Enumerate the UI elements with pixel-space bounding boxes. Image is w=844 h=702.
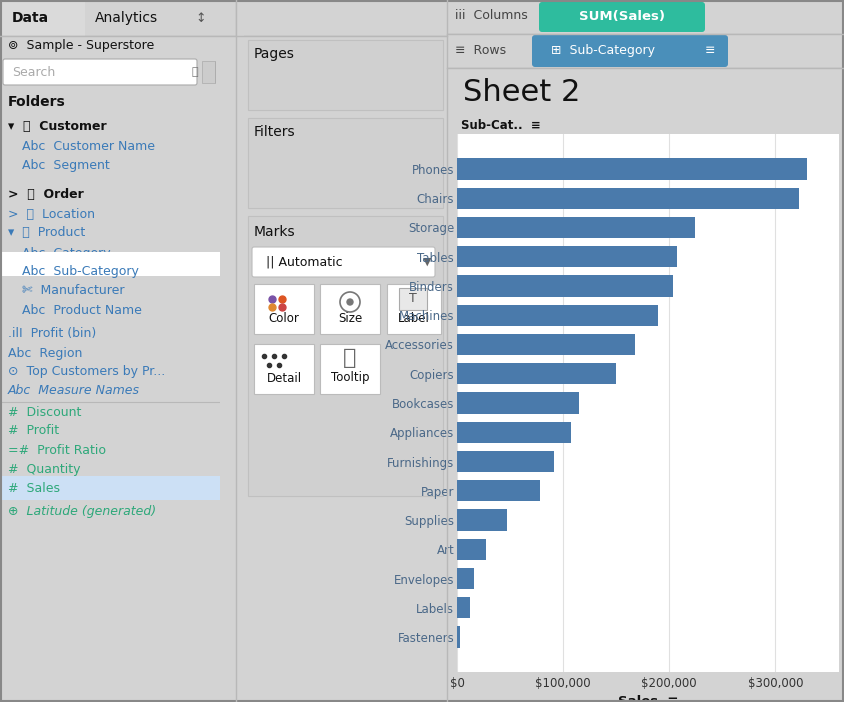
Text: Abc  Segment: Abc Segment xyxy=(22,159,110,173)
Text: ▼: ▼ xyxy=(423,257,431,267)
Text: ✄  Manufacturer: ✄ Manufacturer xyxy=(22,284,125,298)
FancyBboxPatch shape xyxy=(532,35,728,67)
Bar xyxy=(202,61,215,83)
Bar xyxy=(457,451,555,472)
Bar xyxy=(457,275,673,296)
Text: 🔍: 🔍 xyxy=(192,67,198,77)
Text: iii  Columns: iii Columns xyxy=(455,9,528,22)
Text: ≡: ≡ xyxy=(705,44,715,57)
Bar xyxy=(387,284,441,334)
Text: Abc  Category: Abc Category xyxy=(22,246,111,260)
Bar xyxy=(457,510,506,531)
Text: || Automatic: || Automatic xyxy=(266,256,343,268)
Text: Folders: Folders xyxy=(8,95,66,109)
Text: Pages: Pages xyxy=(254,47,295,61)
Bar xyxy=(0,476,220,500)
Text: Size: Size xyxy=(338,312,362,324)
Bar xyxy=(248,118,443,208)
Text: ⊞  Sub-Category: ⊞ Sub-Category xyxy=(551,44,655,57)
Text: =#  Profit Ratio: =# Profit Ratio xyxy=(8,444,106,456)
Text: Label: Label xyxy=(398,312,430,324)
Text: ⊕  Latitude (generated): ⊕ Latitude (generated) xyxy=(8,505,156,517)
Text: ≡  Rows: ≡ Rows xyxy=(455,44,506,57)
Text: T: T xyxy=(409,293,417,305)
FancyBboxPatch shape xyxy=(252,247,435,277)
Text: Marks: Marks xyxy=(254,225,295,239)
Bar xyxy=(457,480,540,501)
Bar xyxy=(457,334,635,355)
Bar xyxy=(457,159,807,180)
Bar xyxy=(457,597,470,618)
FancyBboxPatch shape xyxy=(539,2,705,32)
Text: >  🤝  Location: > 🤝 Location xyxy=(8,208,95,220)
Bar xyxy=(457,538,486,559)
Text: Abc  Measure Names: Abc Measure Names xyxy=(8,385,140,397)
Bar xyxy=(457,392,579,413)
Text: >  📁  Order: > 📁 Order xyxy=(8,187,84,201)
Text: #  Quantity: # Quantity xyxy=(8,463,80,475)
Text: ↕: ↕ xyxy=(195,11,205,25)
Bar xyxy=(457,187,798,208)
Text: ▾  🤝  Product: ▾ 🤝 Product xyxy=(8,227,85,239)
Circle shape xyxy=(347,299,353,305)
Bar xyxy=(457,363,615,384)
X-axis label: Sales  ≡: Sales ≡ xyxy=(618,696,679,702)
Text: Color: Color xyxy=(268,312,300,324)
Bar xyxy=(457,246,677,267)
Bar xyxy=(457,626,460,647)
Text: ⊙  Top Customers by Pr...: ⊙ Top Customers by Pr... xyxy=(8,366,165,378)
Text: Sub-Cat..  ≡: Sub-Cat.. ≡ xyxy=(461,119,540,132)
Text: Abc  Product Name: Abc Product Name xyxy=(22,303,142,317)
Text: Abc  Region: Abc Region xyxy=(8,347,83,359)
Text: Filters: Filters xyxy=(254,125,295,139)
Text: Sheet 2: Sheet 2 xyxy=(463,78,581,107)
Bar xyxy=(320,344,380,394)
Text: #  Profit: # Profit xyxy=(8,425,59,437)
Text: ⊚  Sample - Superstore: ⊚ Sample - Superstore xyxy=(8,39,154,53)
Text: Search: Search xyxy=(12,65,55,79)
Text: #  Sales: # Sales xyxy=(8,482,60,494)
Text: Abc  Customer Name: Abc Customer Name xyxy=(22,140,155,154)
Bar xyxy=(399,288,427,310)
Text: Tooltip: Tooltip xyxy=(331,371,370,385)
Text: Abc  Sub-Category: Abc Sub-Category xyxy=(22,265,139,279)
Bar xyxy=(457,422,571,443)
Text: Data: Data xyxy=(12,11,49,25)
Text: SUM(Sales): SUM(Sales) xyxy=(579,10,665,23)
Bar xyxy=(457,305,657,326)
Bar xyxy=(320,284,380,334)
FancyBboxPatch shape xyxy=(3,59,197,85)
Text: #  Discount: # Discount xyxy=(8,406,81,418)
Text: .ilI  Profit (bin): .ilI Profit (bin) xyxy=(8,328,96,340)
Bar xyxy=(248,216,443,496)
Bar xyxy=(457,568,474,589)
Bar xyxy=(254,344,314,394)
Bar xyxy=(254,284,314,334)
Text: ▾  📁  Customer: ▾ 📁 Customer xyxy=(8,119,106,133)
Text: 💬: 💬 xyxy=(344,348,357,368)
Bar xyxy=(457,217,695,238)
Text: Detail: Detail xyxy=(267,371,301,385)
Bar xyxy=(248,40,443,110)
Bar xyxy=(0,252,220,276)
Bar xyxy=(0,0,85,36)
Text: Analytics: Analytics xyxy=(95,11,158,25)
